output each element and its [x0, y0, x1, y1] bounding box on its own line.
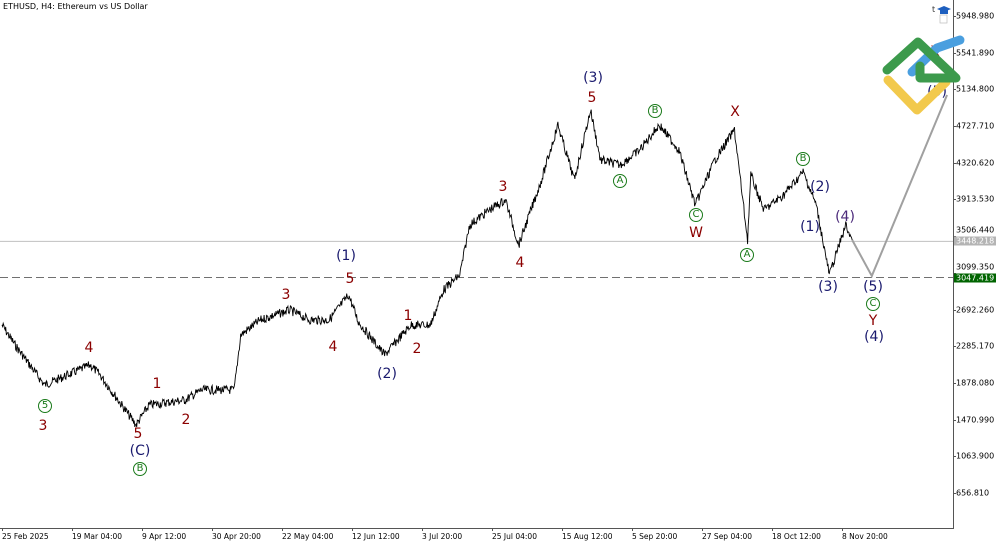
- y-tick: [953, 52, 956, 54]
- price-series: [1, 109, 853, 428]
- x-tick: [702, 528, 703, 531]
- wave-label: (C): [129, 443, 151, 459]
- x-tick: [422, 528, 423, 531]
- plot-area[interactable]: [0, 0, 954, 529]
- x-tick: [562, 528, 563, 531]
- wave-label: (3): [818, 279, 838, 295]
- y-tick: [953, 126, 956, 128]
- x-tick-label: 15 Aug 12:00: [562, 532, 613, 541]
- y-tick: [953, 89, 956, 91]
- wave-label: A: [740, 248, 754, 262]
- y-tick-label: 4727.710: [956, 121, 995, 131]
- y-tick: [953, 162, 956, 164]
- wave-label: B: [796, 152, 810, 166]
- x-tick-label: 3 Jul 20:00: [422, 532, 463, 541]
- y-tick-label: 3913.530: [956, 194, 995, 204]
- wave-label: 1: [403, 308, 413, 324]
- wave-label: (2): [377, 366, 397, 382]
- chart-title: ETHUSD, H4: Ethereum vs US Dollar: [3, 2, 148, 11]
- wave-label: 3: [281, 287, 291, 303]
- wave-label: 5: [587, 90, 597, 106]
- y-tick: [953, 16, 956, 17]
- wave-label: 5: [133, 426, 143, 442]
- x-tick: [2, 528, 3, 531]
- wave-label: 2: [412, 341, 422, 357]
- wave-label: (4): [864, 329, 884, 345]
- y-tick-label: 5134.800: [956, 84, 995, 94]
- wave-label: 1: [152, 376, 162, 392]
- wave-label: 5: [345, 271, 355, 287]
- wave-label: X: [930, 44, 940, 60]
- x-tick: [142, 528, 143, 531]
- y-tick-label: 3099.350: [956, 262, 995, 272]
- y-tick-label: 2692.260: [956, 305, 995, 315]
- wave-label: (1): [336, 248, 356, 264]
- wave-label: 5: [38, 399, 52, 413]
- x-tick: [492, 528, 493, 531]
- y-tick: [953, 382, 956, 384]
- wave-label: (4): [835, 209, 855, 225]
- x-tick-label: 8 Nov 20:00: [842, 532, 888, 541]
- wave-label: A: [613, 174, 627, 188]
- wave-label: (5): [927, 84, 947, 100]
- y-tick-label: 1470.990: [956, 415, 995, 425]
- y-tick-label: 5541.890: [956, 48, 995, 58]
- wave-label: X: [730, 104, 740, 120]
- x-tick-label: 12 Jun 12:00: [352, 532, 400, 541]
- x-tick: [282, 528, 283, 531]
- wave-label: Y: [868, 313, 878, 329]
- x-tick-label: 22 May 04:00: [282, 532, 334, 541]
- wave-label: B: [133, 462, 147, 476]
- target-level-tag: 3047.419: [954, 273, 997, 283]
- wave-label: C: [689, 208, 703, 222]
- wave-label: 4: [84, 340, 94, 356]
- x-tick-label: 25 Jul 04:00: [492, 532, 537, 541]
- x-tick: [842, 528, 843, 531]
- corner-letter: t: [932, 5, 936, 14]
- y-tick-label: 1878.080: [956, 378, 995, 388]
- forecast-projection-line: [851, 94, 948, 279]
- y-tick-label: 5948.980: [956, 11, 995, 21]
- wave-label: (5): [863, 279, 883, 295]
- wave-label: 4: [328, 339, 338, 355]
- x-tick-label: 27 Sep 04:00: [702, 532, 753, 541]
- wave-label: W: [689, 225, 703, 241]
- x-tick: [352, 528, 353, 531]
- x-tick: [772, 528, 773, 531]
- wave-label: 3: [38, 418, 48, 434]
- x-tick-label: 5 Sep 20:00: [632, 532, 678, 541]
- x-tick: [212, 528, 213, 531]
- x-tick-label: 25 Feb 2025: [2, 532, 49, 541]
- y-tick: [953, 199, 956, 201]
- y-tick: [953, 419, 956, 421]
- x-tick: [632, 528, 633, 531]
- bid-price-tag: 3448.218: [954, 236, 997, 246]
- wave-label: C: [866, 297, 880, 311]
- y-tick: [953, 309, 956, 311]
- y-tick: [953, 236, 956, 238]
- y-tick-label: 656.810: [956, 488, 990, 498]
- y-tick: [953, 493, 956, 494]
- x-tick-label: 30 Apr 20:00: [212, 532, 261, 541]
- x-tick-label: 9 Apr 12:00: [142, 532, 187, 541]
- y-tick-label: 1063.900: [956, 451, 995, 461]
- y-tick: [953, 346, 956, 348]
- y-tick: [953, 456, 956, 458]
- y-tick-label: 3506.440: [956, 225, 995, 235]
- wave-label: 4: [515, 255, 525, 271]
- x-tick-label: 19 Mar 04:00: [72, 532, 123, 541]
- wave-label: (1): [800, 219, 820, 235]
- wave-label: B: [648, 104, 662, 118]
- wave-label: 3: [498, 179, 508, 195]
- y-tick-label: 2285.170: [956, 341, 995, 351]
- x-tick: [72, 528, 73, 531]
- y-tick-label: 4320.620: [956, 158, 995, 168]
- wave-label: (3): [583, 70, 603, 86]
- wave-label: 2: [181, 412, 191, 428]
- wave-label: (2): [810, 179, 830, 195]
- x-tick-label: 18 Oct 12:00: [772, 532, 821, 541]
